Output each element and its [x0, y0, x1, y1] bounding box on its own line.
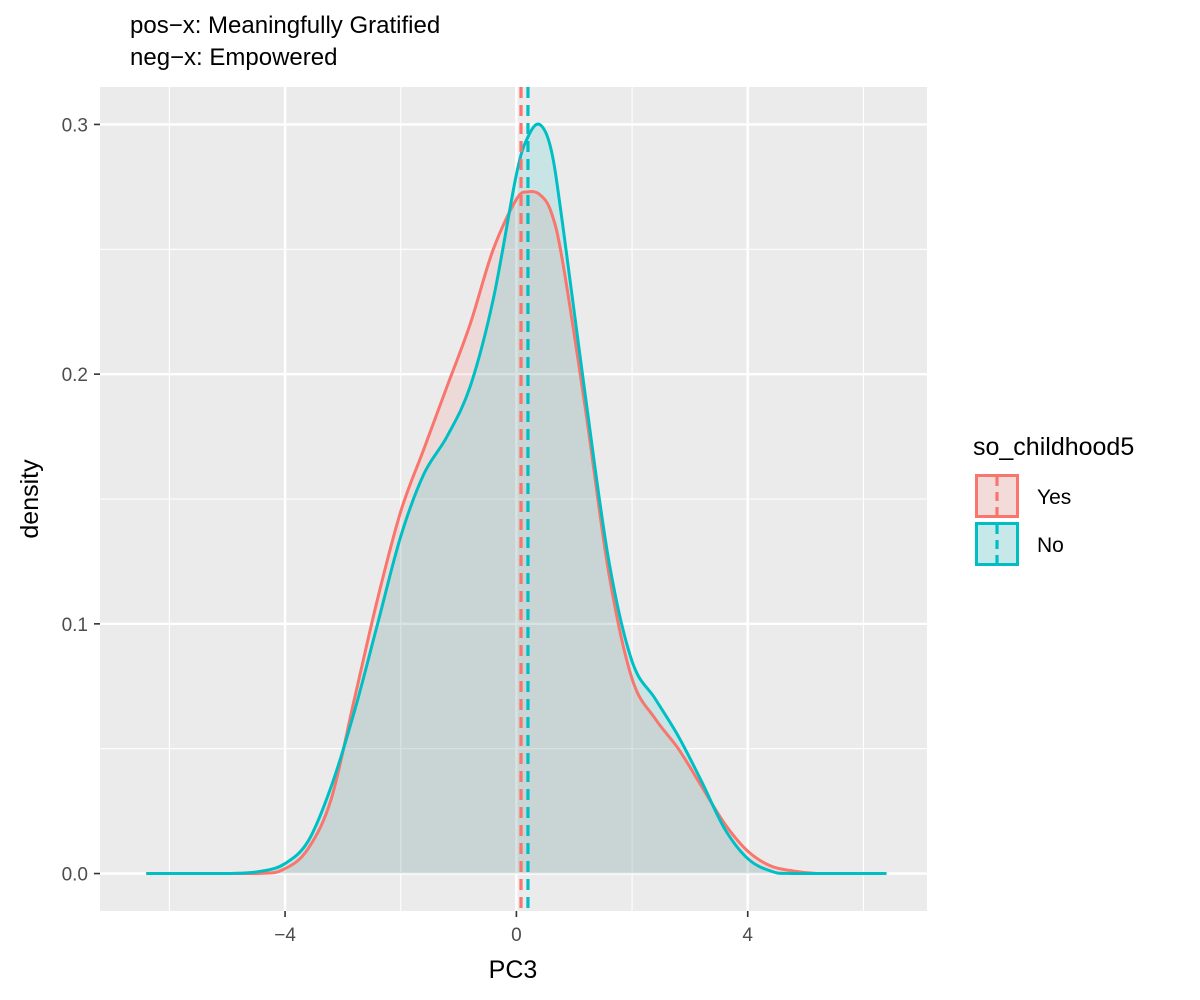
x-tick-label: 0: [511, 925, 522, 946]
legend-title: so_childhood5: [973, 433, 1134, 461]
subtitle-line-2: neg−x: Empowered: [130, 44, 337, 71]
y-axis: 0.0 0.1 0.2 0.3: [62, 115, 100, 886]
chart-subtitle: pos−x: Meaningfully Gratified neg−x: Emp…: [130, 12, 440, 71]
mean-lines: [519, 87, 530, 911]
subtitle-line-1: pos−x: Meaningfully Gratified: [130, 12, 440, 39]
x-tick-label: 4: [742, 925, 753, 946]
density-areas: [146, 124, 887, 874]
y-tick-label: 0.0: [62, 865, 88, 886]
density-area-yes: [146, 191, 887, 874]
y-axis-title: density: [16, 459, 44, 539]
minor-gridlines: [100, 87, 927, 911]
density-area-no: [146, 124, 887, 874]
legend-label-yes: Yes: [1037, 486, 1071, 509]
y-tick-label: 0.1: [62, 615, 88, 636]
x-tick-label: −4: [274, 925, 296, 946]
x-axis-title: PC3: [489, 956, 538, 984]
legend: so_childhood5 Yes No: [973, 433, 1134, 566]
legend-items: Yes No: [975, 474, 1071, 566]
legend-label-no: No: [1037, 534, 1064, 557]
y-tick-label: 0.3: [62, 115, 88, 136]
y-tick-label: 0.2: [62, 365, 88, 386]
x-axis: −4 0 4: [274, 911, 753, 946]
density-curve-yes: [146, 189, 887, 876]
